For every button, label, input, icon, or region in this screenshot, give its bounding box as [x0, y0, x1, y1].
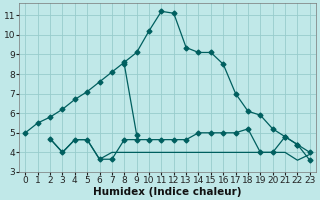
- X-axis label: Humidex (Indice chaleur): Humidex (Indice chaleur): [93, 187, 242, 197]
